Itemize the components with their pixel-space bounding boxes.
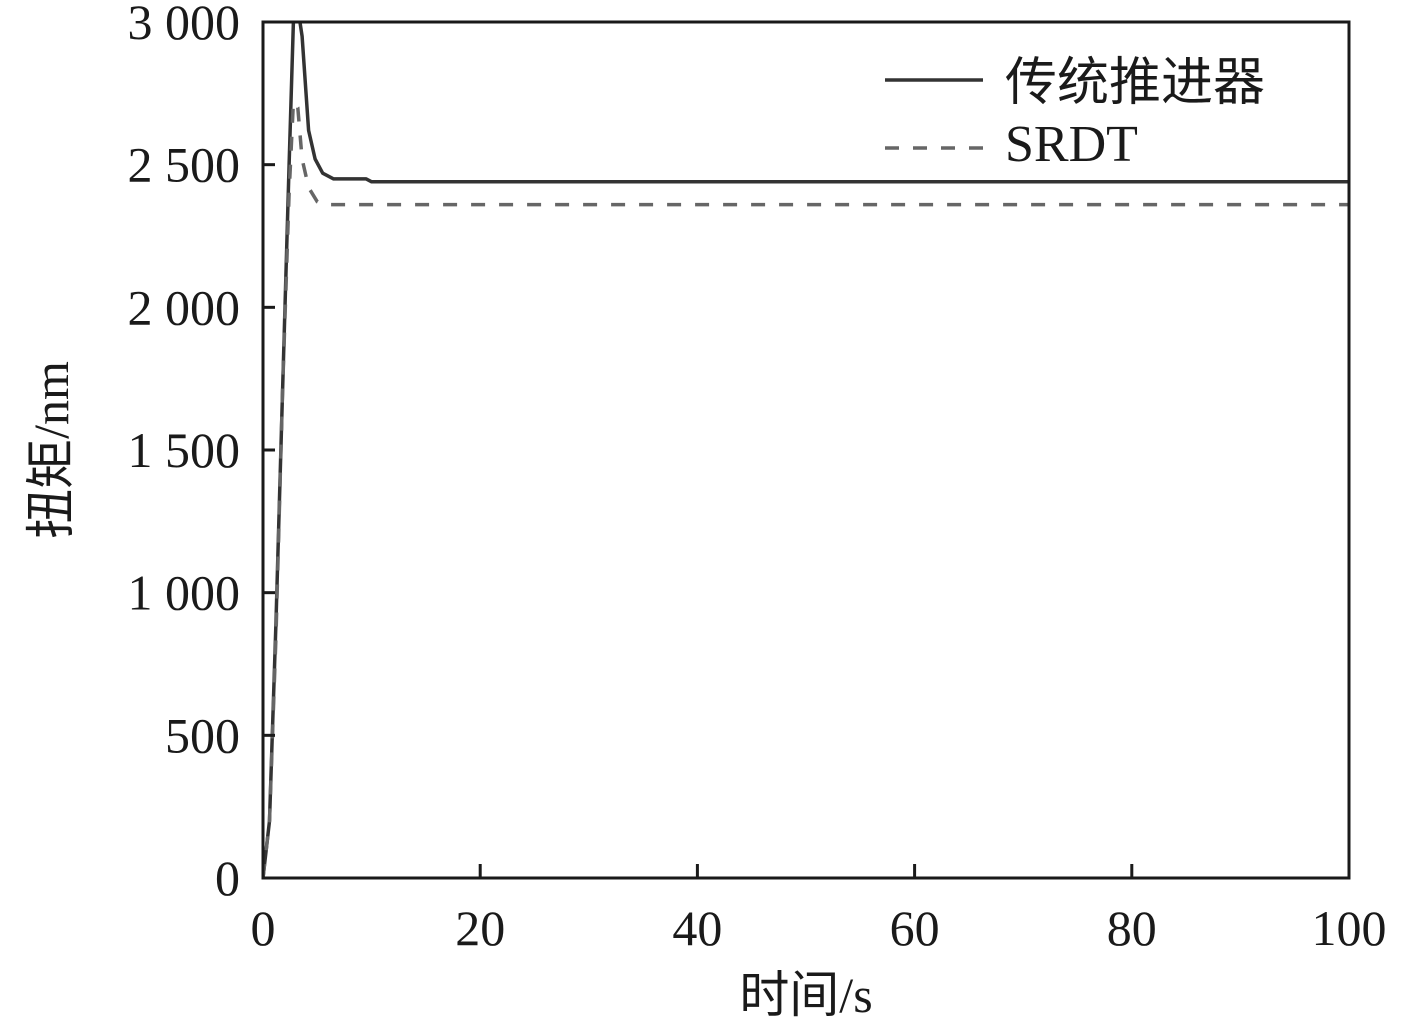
x-tick-label: 40 [672,900,722,956]
series-line-1 [263,100,1349,878]
ticks-layer [263,163,1134,878]
legend: 传统推进器 SRDT [885,55,1265,173]
y-tick-label: 2 500 [128,137,241,193]
x-tick-label: 0 [251,900,276,956]
y-tick-label: 3 000 [128,0,241,50]
series-layer [263,22,1349,878]
x-tick-label: 60 [890,900,940,956]
x-tick-label: 80 [1107,900,1157,956]
y-tick-label: 1 500 [128,422,241,478]
x-axis-title: 时间/s [739,967,872,1020]
x-tick-label: 100 [1312,900,1387,956]
y-tick-label: 0 [215,850,240,906]
x-tick-label: 20 [455,900,505,956]
y-tick-label: 2 000 [128,279,241,335]
y-axis-title: 扭矩/nm [23,361,79,539]
plot-frame [261,20,1351,880]
legend-label-traditional: 传统推进器 [1005,55,1265,112]
series-line-0 [263,22,1349,878]
y-tick-label: 1 000 [128,565,241,621]
y-tick-label: 500 [165,707,240,763]
legend-label-srdt: SRDT [1005,116,1138,173]
